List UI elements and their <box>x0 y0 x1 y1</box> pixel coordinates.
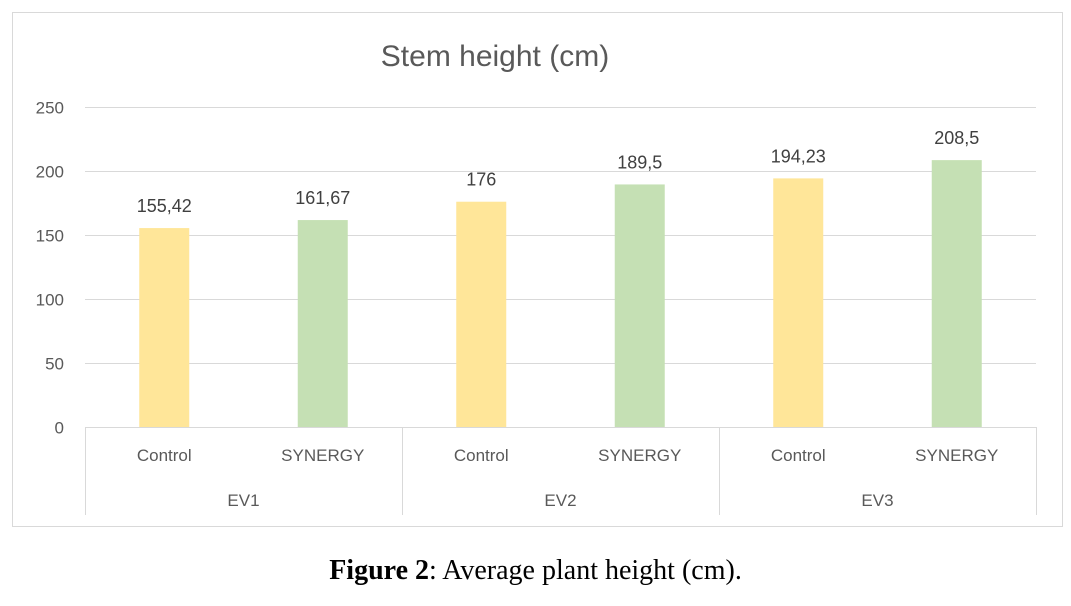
y-tick-label: 250 <box>36 99 64 118</box>
category-label: SYNERGY <box>281 446 364 465</box>
data-label-ev2-control: 176 <box>466 170 496 190</box>
group-label: EV1 <box>227 491 259 510</box>
bar-ev2-synergy <box>614 184 665 427</box>
y-tick-label: 150 <box>36 227 64 246</box>
category-label: Control <box>771 446 826 465</box>
bar-ev3-synergy <box>931 160 982 427</box>
category-label: Control <box>454 446 509 465</box>
y-tick-label: 200 <box>36 163 64 182</box>
category-label: Control <box>137 446 192 465</box>
figure-caption: Figure 2: Average plant height (cm). <box>0 554 1071 588</box>
bar-ev2-control <box>456 201 507 427</box>
stem-height-chart: Stem height (cm) 0 50 100 150 200 250 155,42 Co… <box>12 12 1063 527</box>
data-label-ev2-synergy: 189,5 <box>617 152 662 172</box>
y-tick-label: 0 <box>55 419 64 438</box>
bar-ev3-control <box>773 178 824 427</box>
chart-title: Stem height (cm) <box>381 40 609 73</box>
category-label: SYNERGY <box>915 446 998 465</box>
data-label-ev3-control: 194,23 <box>771 146 826 166</box>
figure-caption-text: : Average plant height (cm). <box>429 555 742 586</box>
y-tick-label: 50 <box>45 355 64 374</box>
group-label: EV2 <box>544 491 576 510</box>
data-label-ev1-control: 155,42 <box>137 196 192 216</box>
figure-caption-label: Figure 2 <box>329 555 429 586</box>
bar-ev1-synergy <box>297 220 348 427</box>
category-label: SYNERGY <box>598 446 681 465</box>
y-tick-label: 100 <box>36 291 64 310</box>
data-label-ev3-synergy: 208,5 <box>934 128 979 148</box>
data-label-ev1-synergy: 161,67 <box>295 188 350 208</box>
plot-area: 0 50 100 150 200 250 155,42 Control 161,67 SYNERG… <box>36 99 1037 515</box>
group-label: EV3 <box>861 491 893 510</box>
bar-ev1-control <box>139 228 190 427</box>
